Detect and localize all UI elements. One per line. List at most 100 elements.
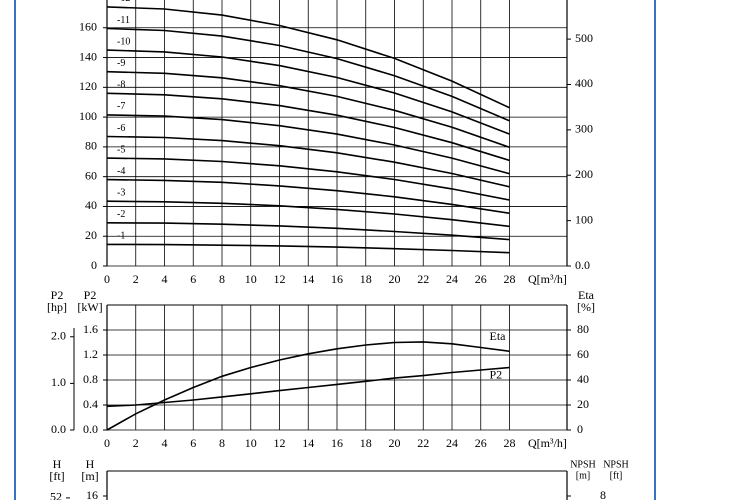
y-tick-label: 40 bbox=[85, 198, 97, 212]
curve-label: -3 bbox=[117, 188, 125, 199]
x-tick-label: 28 bbox=[504, 436, 516, 450]
curve bbox=[106, 178, 510, 215]
x-axis-label: Q[m³/h] bbox=[528, 272, 567, 286]
axis-title: P2 bbox=[84, 288, 97, 302]
y-tick-label: 16 bbox=[86, 488, 98, 500]
curve-label: -8 bbox=[117, 80, 125, 91]
x-tick-label: 0 bbox=[104, 436, 110, 450]
x-tick-label: 4 bbox=[162, 436, 168, 450]
axis-unit: [kW] bbox=[77, 300, 102, 314]
x-tick-label: 6 bbox=[190, 436, 196, 450]
y-tick-label: 120 bbox=[79, 79, 97, 93]
curve bbox=[106, 27, 510, 122]
curve-label: Eta bbox=[490, 329, 507, 343]
axis-title: P2 bbox=[51, 288, 64, 302]
y-tick-label: 140 bbox=[79, 49, 97, 63]
y-tick-label: 52 bbox=[50, 490, 62, 500]
x-tick-label: 8 bbox=[219, 272, 225, 286]
axis-unit: [%] bbox=[577, 300, 595, 314]
curve bbox=[106, 366, 510, 408]
y-tick-label: 80 bbox=[85, 139, 97, 153]
curve bbox=[106, 222, 510, 241]
axis-unit: [m] bbox=[81, 469, 98, 483]
curve-label: -10 bbox=[117, 36, 130, 47]
curve bbox=[106, 6, 510, 109]
x-tick-label: 22 bbox=[417, 436, 429, 450]
curve-label: -1 bbox=[117, 231, 125, 242]
y-tick-label: 500 bbox=[575, 31, 593, 45]
axis-unit: [ft] bbox=[49, 469, 64, 483]
axis-title: H bbox=[53, 457, 62, 471]
axis-title: H bbox=[86, 457, 95, 471]
y-tick-label: 2.0 bbox=[51, 329, 66, 343]
y-tick-label: 100 bbox=[79, 109, 97, 123]
x-tick-label: 26 bbox=[475, 272, 487, 286]
y-tick-label: 160 bbox=[79, 20, 97, 34]
curve-label: -12 bbox=[117, 0, 130, 4]
axis-title: Eta bbox=[578, 288, 595, 302]
x-tick-label: 10 bbox=[245, 272, 257, 286]
y-tick-label: 0.8 bbox=[83, 372, 98, 386]
x-tick-label: 6 bbox=[190, 272, 196, 286]
y-tick-label: 80 bbox=[577, 322, 589, 336]
curve-label: -11 bbox=[117, 15, 130, 26]
y-tick-label: 0.0 bbox=[575, 258, 590, 272]
y-tick-label: 8 bbox=[600, 488, 606, 500]
curve bbox=[106, 92, 510, 162]
axis-unit: [hp] bbox=[47, 300, 67, 314]
x-tick-label: 26 bbox=[475, 436, 487, 450]
curve-label: P2 bbox=[490, 367, 503, 381]
y-tick-label: 100 bbox=[575, 212, 593, 226]
x-tick-label: 20 bbox=[389, 272, 401, 286]
x-tick-label: 16 bbox=[331, 436, 343, 450]
x-tick-label: 8 bbox=[219, 436, 225, 450]
x-axis-label: Q[m³/h] bbox=[528, 436, 567, 450]
x-tick-label: 22 bbox=[417, 272, 429, 286]
curve-label: -4 bbox=[117, 166, 125, 177]
x-tick-label: 16 bbox=[331, 272, 343, 286]
y-tick-label: 40 bbox=[577, 372, 589, 386]
x-tick-label: 2 bbox=[133, 272, 139, 286]
x-tick-label: 14 bbox=[302, 272, 314, 286]
axis-unit: [ft] bbox=[610, 470, 623, 481]
x-tick-label: 4 bbox=[162, 272, 168, 286]
x-tick-label: 28 bbox=[504, 272, 516, 286]
x-tick-label: 0 bbox=[104, 272, 110, 286]
curve-label: -9 bbox=[117, 58, 125, 69]
y-tick-label: 20 bbox=[577, 397, 589, 411]
y-tick-label: 400 bbox=[575, 76, 593, 90]
curve bbox=[106, 200, 510, 228]
axis-unit: [m] bbox=[576, 470, 590, 481]
y-tick-label: 0 bbox=[91, 258, 97, 272]
y-tick-label: 0.0 bbox=[83, 422, 98, 436]
y-tick-label: 1.6 bbox=[83, 322, 98, 336]
curve bbox=[106, 243, 510, 254]
y-tick-label: 60 bbox=[577, 347, 589, 361]
axis-title: NPSH bbox=[603, 459, 629, 470]
x-tick-label: 2 bbox=[133, 436, 139, 450]
y-tick-label: 1.2 bbox=[83, 347, 98, 361]
x-tick-label: 10 bbox=[245, 436, 257, 450]
x-tick-label: 20 bbox=[389, 436, 401, 450]
curve bbox=[106, 114, 510, 175]
axis-title: NPSH bbox=[570, 459, 596, 470]
curve-label: -7 bbox=[117, 101, 125, 112]
y-tick-label: 0.4 bbox=[83, 397, 98, 411]
curve bbox=[106, 49, 510, 135]
y-tick-label: 0 bbox=[577, 422, 583, 436]
x-tick-label: 12 bbox=[274, 272, 286, 286]
x-tick-label: 12 bbox=[274, 436, 286, 450]
x-tick-label: 18 bbox=[360, 436, 372, 450]
x-tick-label: 24 bbox=[446, 436, 458, 450]
y-tick-label: 300 bbox=[575, 122, 593, 136]
curve bbox=[106, 157, 510, 201]
y-tick-label: 1.0 bbox=[51, 375, 66, 389]
curve bbox=[106, 135, 510, 188]
curve-label: -2 bbox=[117, 209, 125, 220]
x-tick-label: 14 bbox=[302, 436, 314, 450]
x-tick-label: 18 bbox=[360, 272, 372, 286]
y-tick-label: 0.0 bbox=[51, 422, 66, 436]
curve bbox=[106, 341, 510, 431]
